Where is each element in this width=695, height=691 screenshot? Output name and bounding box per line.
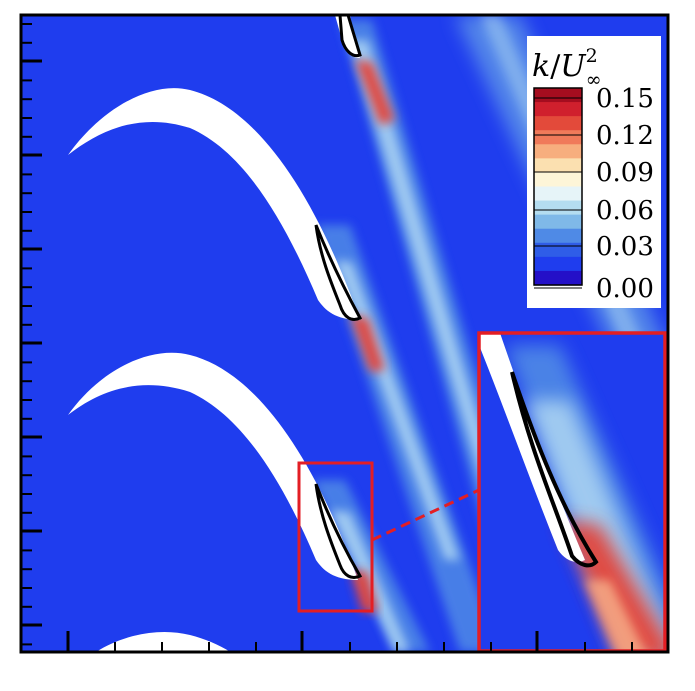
colorbar-swatch (534, 242, 582, 258)
colorbar-swatch (534, 270, 582, 286)
colorbar-tick-label: 0.15 (596, 84, 654, 114)
zoom-inset (477, 331, 667, 653)
colorbar-title: k/U2 ∞ (532, 45, 602, 91)
separation-contour-2 (314, 224, 363, 321)
colorbar-swatch (534, 228, 582, 244)
blade-3 (95, 632, 231, 652)
wake-1-hot (355, 60, 395, 125)
wake-2-hot (350, 315, 385, 372)
separation-contour-3 (314, 483, 363, 580)
colorbar-swatch (534, 88, 582, 103)
colorbar-tick-label: 0.06 (596, 196, 654, 226)
colorbar: k/U2 ∞ 0.15 0.12 0.09 0.06 0.03 0.00 (527, 36, 661, 308)
zoom-connector (371, 488, 480, 542)
colorbar-swatch (534, 158, 582, 174)
colorbar-swatch (534, 144, 582, 159)
colorbar-swatch (534, 214, 582, 230)
colorbar-swatch (534, 102, 582, 117)
colorbar-tick-label: 0.03 (596, 232, 654, 262)
colorbar-swatch (534, 130, 582, 145)
colorbar-swatch (534, 116, 582, 131)
colorbar-tick-label: 0.09 (596, 158, 654, 188)
axis-ticks (21, 23, 633, 652)
colorbar-swatch (534, 172, 582, 188)
colorbar-swatch (534, 256, 582, 272)
colorbar-ticks: 0.15 0.12 0.09 0.06 0.03 0.00 (534, 84, 654, 304)
plot-frame (19, 13, 670, 654)
zoom-source-box (297, 461, 374, 613)
colorbar-swatch (534, 186, 582, 202)
colorbar-swatch (534, 200, 582, 216)
colorbar-tick-label: 0.00 (596, 274, 654, 304)
blade-1 (68, 88, 360, 321)
colorbar-swatches (533, 87, 583, 286)
separation-contour-1 (338, 15, 362, 58)
colorbar-frame (533, 87, 583, 286)
colorbar-tick-label: 0.12 (596, 121, 654, 151)
